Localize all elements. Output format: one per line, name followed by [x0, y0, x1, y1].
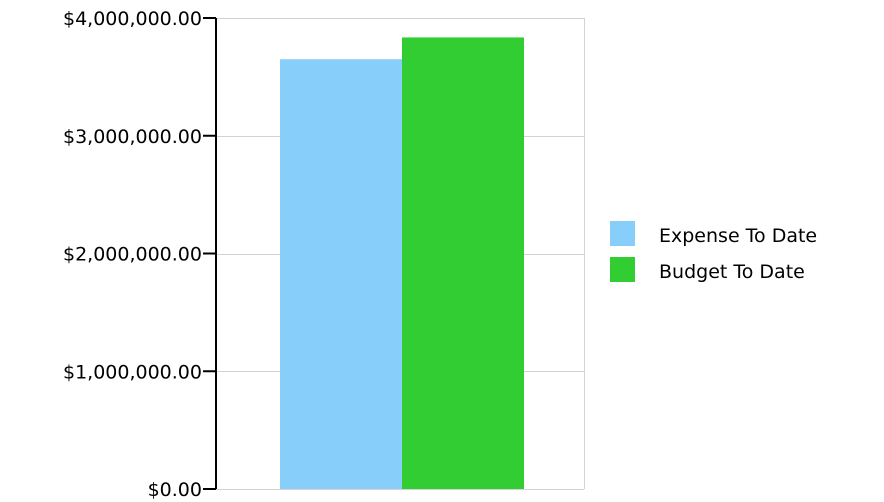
legend-swatch — [610, 221, 635, 246]
y-tick-label: $1,000,000.00 — [63, 361, 202, 383]
legend-label: Expense To Date — [659, 225, 817, 247]
legend-swatch — [610, 257, 635, 282]
y-axis: $0.00 $1,000,000.00 $2,000,000.00 $3,000,00… — [63, 8, 217, 501]
bar-budget-to-date — [402, 37, 524, 490]
y-tick-label: $3,000,000.00 — [63, 126, 202, 148]
y-tick-label: $2,000,000.00 — [63, 244, 202, 266]
bars — [280, 37, 524, 490]
y-tick-label: $4,000,000.00 — [63, 8, 202, 30]
y-tick-label: $0.00 — [148, 479, 202, 501]
legend-label: Budget To Date — [659, 261, 805, 283]
legend: Expense To Date Budget To Date — [610, 221, 817, 283]
bar-expense-to-date — [280, 59, 402, 490]
